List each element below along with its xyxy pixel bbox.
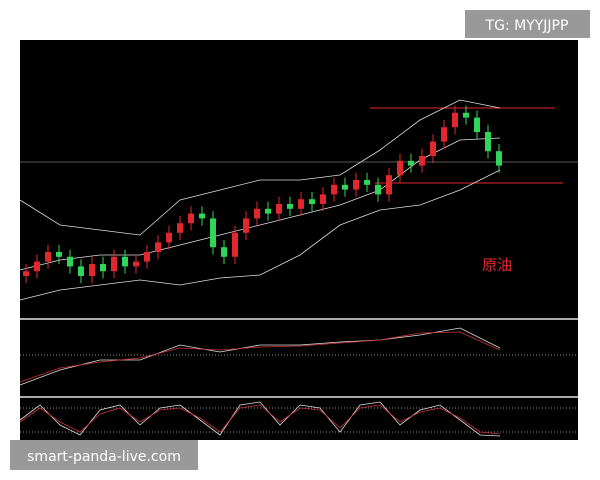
candle-body xyxy=(188,213,194,224)
footer: smart-panda-live.com xyxy=(27,449,181,465)
candle-body xyxy=(34,261,40,272)
stoch-k xyxy=(19,401,501,437)
macd-line xyxy=(19,327,501,386)
candle-body xyxy=(144,252,150,262)
candle-body xyxy=(408,160,414,166)
candle-body xyxy=(496,151,502,166)
candle-body xyxy=(320,194,326,204)
candle-body xyxy=(452,112,458,128)
candle-body xyxy=(430,141,436,156)
candle-body xyxy=(67,256,73,267)
candle-body xyxy=(463,112,469,118)
signal-line xyxy=(19,331,501,383)
candle-body xyxy=(133,261,139,267)
chart-background xyxy=(20,40,578,440)
annotation: 原油 xyxy=(482,256,512,274)
candle-body xyxy=(111,256,117,272)
candle-body xyxy=(78,266,84,276)
candle-body xyxy=(199,213,205,219)
candle-body xyxy=(331,184,337,195)
candle-body xyxy=(298,199,304,209)
candle-body xyxy=(342,184,348,190)
candle-body xyxy=(210,218,216,248)
watermark-box xyxy=(465,10,590,38)
candle-body xyxy=(100,264,106,272)
candle-body xyxy=(221,247,227,257)
candle-body xyxy=(122,256,128,267)
stoch-d xyxy=(19,404,501,435)
candles xyxy=(23,105,502,284)
candle-body xyxy=(276,204,282,214)
candle-body xyxy=(419,156,425,166)
candle-body xyxy=(155,242,161,252)
candle-body xyxy=(485,132,491,152)
candle-body xyxy=(177,223,183,233)
candle-body xyxy=(23,271,29,276)
candle-body xyxy=(353,180,359,190)
watermark: TG: MYYJJPP xyxy=(485,18,569,34)
upper-band xyxy=(19,99,501,236)
candle-body xyxy=(232,232,238,257)
candle-body xyxy=(166,232,172,243)
candle-body xyxy=(265,208,271,214)
candle-body xyxy=(254,208,260,219)
candle-body xyxy=(364,180,370,185)
candle-body xyxy=(45,252,51,262)
candle-body xyxy=(474,117,480,132)
candle-body xyxy=(89,264,95,276)
lower-band xyxy=(19,169,501,301)
footer-box xyxy=(10,440,198,470)
candle-body xyxy=(243,218,249,233)
candle-body xyxy=(56,252,62,257)
candle-body xyxy=(287,204,293,209)
candle-body xyxy=(397,160,403,176)
candle-body xyxy=(386,175,392,195)
candle-body xyxy=(375,184,381,195)
candle-body xyxy=(441,127,447,142)
candle-body xyxy=(309,199,315,204)
